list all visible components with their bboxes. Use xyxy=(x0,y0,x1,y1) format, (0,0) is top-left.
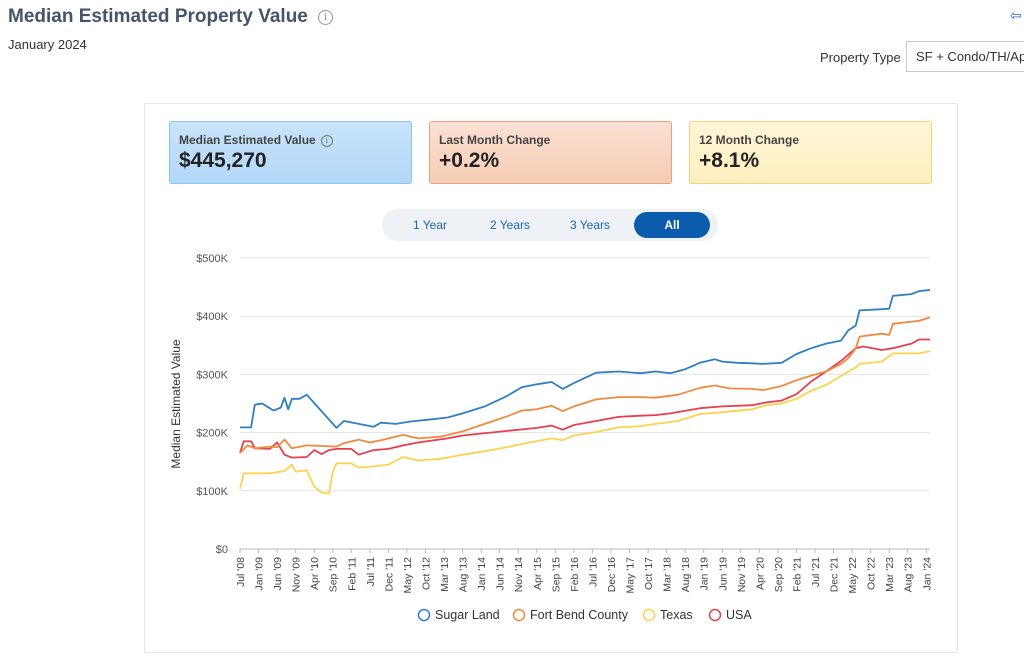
median-value-label: Median Estimated Value i xyxy=(179,133,333,147)
chart-panel xyxy=(144,103,958,653)
property-type-select[interactable]: SF + Condo/TH/Apt xyxy=(906,41,1024,72)
range-all-button[interactable]: All xyxy=(634,212,710,238)
time-range-selector: 1 Year 2 Years 3 Years All xyxy=(382,209,718,241)
page-title: Median Estimated Property Value xyxy=(8,6,308,27)
range-1-year-button[interactable]: 1 Year xyxy=(412,218,448,232)
info-icon[interactable]: i xyxy=(318,10,333,25)
median-value-card: Median Estimated Value i $445,270 xyxy=(169,121,412,184)
last-month-change-label: Last Month Change xyxy=(439,133,551,147)
info-icon[interactable]: i xyxy=(320,135,333,147)
date-subtitle: January 2024 xyxy=(8,37,87,52)
range-3-years-button[interactable]: 3 Years xyxy=(569,218,611,232)
twelve-month-change-value: +8.1% xyxy=(699,149,760,172)
median-value: $445,270 xyxy=(179,149,267,172)
twelve-month-change-card: 12 Month Change +8.1% xyxy=(689,121,932,184)
range-2-years-button[interactable]: 2 Years xyxy=(489,218,531,232)
share-icon[interactable]: ⇦ xyxy=(1010,7,1022,23)
property-type-label: Property Type xyxy=(820,50,901,65)
last-month-change-card: Last Month Change +0.2% xyxy=(429,121,672,184)
last-month-change-value: +0.2% xyxy=(439,149,500,172)
twelve-month-change-label: 12 Month Change xyxy=(699,133,800,147)
